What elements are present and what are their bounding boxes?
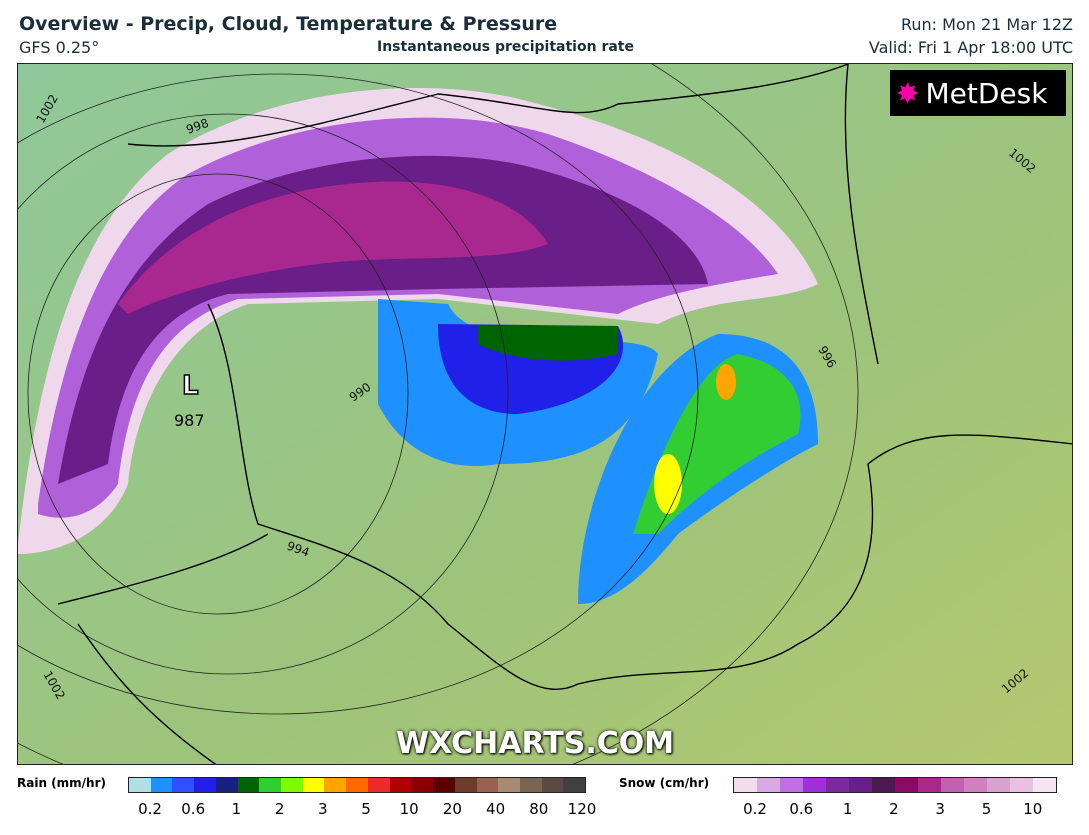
snow-tick-label: 3	[935, 800, 945, 818]
rain-swatch	[281, 778, 303, 792]
rain-swatch	[519, 778, 542, 792]
snow-swatch	[757, 778, 780, 792]
watermark: WXCHARTS.COM	[396, 726, 675, 761]
snow-swatch	[803, 778, 826, 792]
snow-swatch	[849, 778, 872, 792]
snow-swatch	[1010, 778, 1033, 792]
snow-colorbar	[733, 777, 1057, 793]
rain-area	[478, 326, 618, 361]
rain-tick-label: 80	[529, 800, 549, 818]
snow-swatch	[987, 778, 1010, 792]
rain-swatch	[346, 778, 368, 792]
rain-swatch	[150, 778, 173, 792]
rain-swatch	[454, 778, 477, 792]
valid-time: Valid: Fri 1 Apr 18:00 UTC	[868, 38, 1073, 57]
low-pressure-value: 987	[174, 411, 205, 430]
snow-legend-label: Snow (cm/hr)	[619, 776, 710, 790]
run-time: Run: Mon 21 Mar 12Z	[900, 15, 1073, 34]
rain-tick-label: 5	[361, 800, 371, 818]
rain-swatch	[476, 778, 499, 792]
chart-title: Overview - Precip, Cloud, Temperature & …	[19, 13, 558, 35]
subtitle: Instantaneous precipitation rate	[377, 39, 634, 55]
map-layer: 1002 998 990 994 996 1002 1002 1002 L 98…	[18, 64, 1072, 764]
rain-swatch	[259, 778, 282, 792]
snow-swatch	[734, 778, 757, 792]
snow-tick-label: 2	[889, 800, 899, 818]
logo-star-icon: ✸	[896, 76, 920, 110]
low-pressure-symbol: L	[182, 371, 199, 401]
rain-swatch	[389, 778, 412, 792]
snow-tick-label: 5	[981, 800, 992, 818]
rain-swatch	[433, 778, 455, 792]
rain-swatch	[367, 778, 390, 792]
isobars	[18, 64, 859, 764]
rain-colorbar	[128, 777, 586, 793]
snow-area	[118, 181, 548, 314]
snow-tick-label: 0.6	[789, 800, 814, 818]
snow-swatch	[941, 778, 964, 792]
snow-swatch	[964, 778, 987, 792]
rain-tick-label: 40	[486, 800, 506, 818]
snow-swatch	[1033, 778, 1056, 792]
rain-legend-label: Rain (mm/hr)	[17, 776, 106, 790]
rain-swatch	[129, 778, 151, 792]
rain-swatch	[324, 778, 347, 792]
snow-tick-label: 10	[1023, 800, 1043, 818]
snow-swatch	[780, 778, 803, 792]
snow-swatch	[872, 778, 895, 792]
model-label: GFS 0.25°	[19, 38, 100, 57]
snow-tick-label: 1	[842, 800, 853, 818]
rain-swatch	[498, 778, 520, 792]
rain-swatch	[302, 778, 325, 792]
logo-text: MetDesk	[925, 76, 1048, 110]
rain-swatch	[541, 778, 564, 792]
rain-swatch	[194, 778, 216, 792]
weather-map[interactable]: 1002 998 990 994 996 1002 1002 1002 L 98…	[17, 63, 1073, 765]
rain-tick-label: 10	[399, 800, 419, 818]
snow-tick-label: 0.2	[743, 800, 767, 818]
snow-swatch	[826, 778, 849, 792]
rain-tick-label: 2	[274, 800, 285, 818]
snow-swatch	[895, 778, 918, 792]
rain-tick-label: 20	[442, 800, 462, 818]
metdesk-logo: ✸ MetDesk	[890, 70, 1066, 116]
rain-swatch	[237, 778, 260, 792]
rain-swatch	[411, 778, 434, 792]
rain-swatch	[215, 778, 238, 792]
rain-core	[654, 454, 682, 514]
rain-tick-label: 1	[231, 800, 242, 818]
rain-swatch	[563, 778, 586, 792]
borders	[57, 64, 1072, 764]
rain-swatch	[172, 778, 195, 792]
rain-core	[716, 364, 736, 400]
rain-tick-label: 3	[318, 800, 328, 818]
rain-tick-label: 0.2	[138, 800, 162, 818]
rain-tick-label: 0.6	[181, 800, 206, 818]
snow-swatch	[918, 778, 941, 792]
rain-tick-label: 120	[567, 800, 597, 818]
